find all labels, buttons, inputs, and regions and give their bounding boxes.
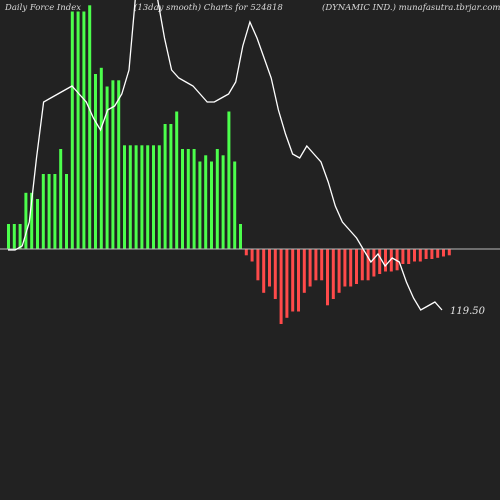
force-index-bars [7, 5, 451, 324]
force-index-bar [337, 249, 341, 293]
force-index-bar [53, 174, 57, 249]
force-index-bar [7, 224, 10, 249]
force-index-bar [221, 155, 225, 250]
force-index-bar [65, 174, 68, 249]
force-index-bar [163, 124, 167, 249]
force-index-bar [407, 249, 411, 264]
force-index-bar [117, 80, 121, 250]
force-index-bar [175, 111, 179, 249]
force-index-bar [401, 249, 405, 264]
force-index-bar [24, 192, 28, 250]
force-index-bar [355, 249, 358, 284]
force-index-bar [227, 111, 231, 249]
force-index-bar [389, 249, 393, 272]
force-index-bar [291, 249, 295, 312]
force-index-bar [76, 11, 80, 249]
force-index-bar [70, 11, 74, 249]
force-index-bar [99, 67, 103, 250]
force-index-bar [349, 249, 353, 287]
force-index-bar [320, 249, 324, 281]
chart-source: (DYNAMIC IND.) munafasutra.tbrjar.com [322, 3, 500, 13]
force-index-bar [192, 149, 196, 249]
force-index-bar [360, 249, 364, 281]
chart-subtitle: (13day smooth) Charts for 524818 [134, 3, 283, 13]
force-index-bar [331, 249, 335, 299]
force-index-bar [18, 224, 22, 249]
force-index-bar [314, 249, 318, 281]
force-index-bar [134, 145, 138, 250]
last-value-label: 119.50 [450, 306, 486, 317]
force-index-bar [157, 145, 161, 250]
force-index-bar [297, 249, 300, 312]
force-index-bar [82, 11, 86, 249]
force-index-bar [250, 249, 254, 262]
force-index-bar [430, 249, 434, 259]
force-index-bar [302, 249, 306, 293]
force-index-bar [256, 249, 260, 281]
force-index-bar [30, 192, 34, 250]
force-index-bar [395, 249, 399, 271]
force-index-bar [41, 174, 45, 249]
force-index-bar [88, 5, 92, 250]
force-index-bar [152, 145, 155, 250]
force-index-bar [210, 161, 213, 249]
force-index-bar [343, 249, 347, 287]
force-index-bar [436, 249, 440, 258]
force-index-bar [268, 249, 271, 287]
force-index-bar [36, 199, 39, 249]
force-index-bar [262, 249, 266, 293]
force-index-bar [186, 149, 190, 249]
force-index-bar [146, 145, 150, 250]
force-index-bar [233, 161, 237, 249]
force-index-bar [326, 249, 329, 306]
force-index-bar [123, 145, 126, 250]
force-index-bar [181, 149, 184, 249]
force-index-bar [308, 249, 312, 287]
force-index-bar [111, 80, 115, 250]
force-index-bar [447, 249, 451, 256]
force-index-bar [47, 174, 51, 249]
force-index-bar [239, 224, 242, 249]
force-index-bar [244, 249, 248, 256]
force-index-bar [215, 149, 219, 249]
force-index-bar [204, 155, 208, 250]
force-index-bar [279, 249, 283, 324]
force-index-bar [128, 145, 132, 250]
force-index-bar [105, 86, 109, 249]
chart-title: Daily Force Index [5, 3, 82, 13]
force-index-bar [169, 124, 173, 249]
force-index-bar [413, 249, 416, 262]
force-index-bar [198, 161, 202, 249]
force-index-bar [442, 249, 445, 257]
force-index-bar [285, 249, 289, 318]
force-index-bar [372, 249, 376, 277]
force-index-bar [12, 224, 16, 249]
force-index-bar [424, 249, 428, 259]
force-index-bar [59, 149, 63, 249]
force-index-bar [94, 74, 97, 249]
force-index-bar [366, 249, 370, 281]
force-index-bar [384, 249, 387, 272]
force-index-bar [378, 249, 382, 274]
force-index-bar [273, 249, 277, 299]
price-line [8, 0, 443, 311]
force-index-bar [140, 145, 144, 250]
force-index-bar [418, 249, 422, 262]
